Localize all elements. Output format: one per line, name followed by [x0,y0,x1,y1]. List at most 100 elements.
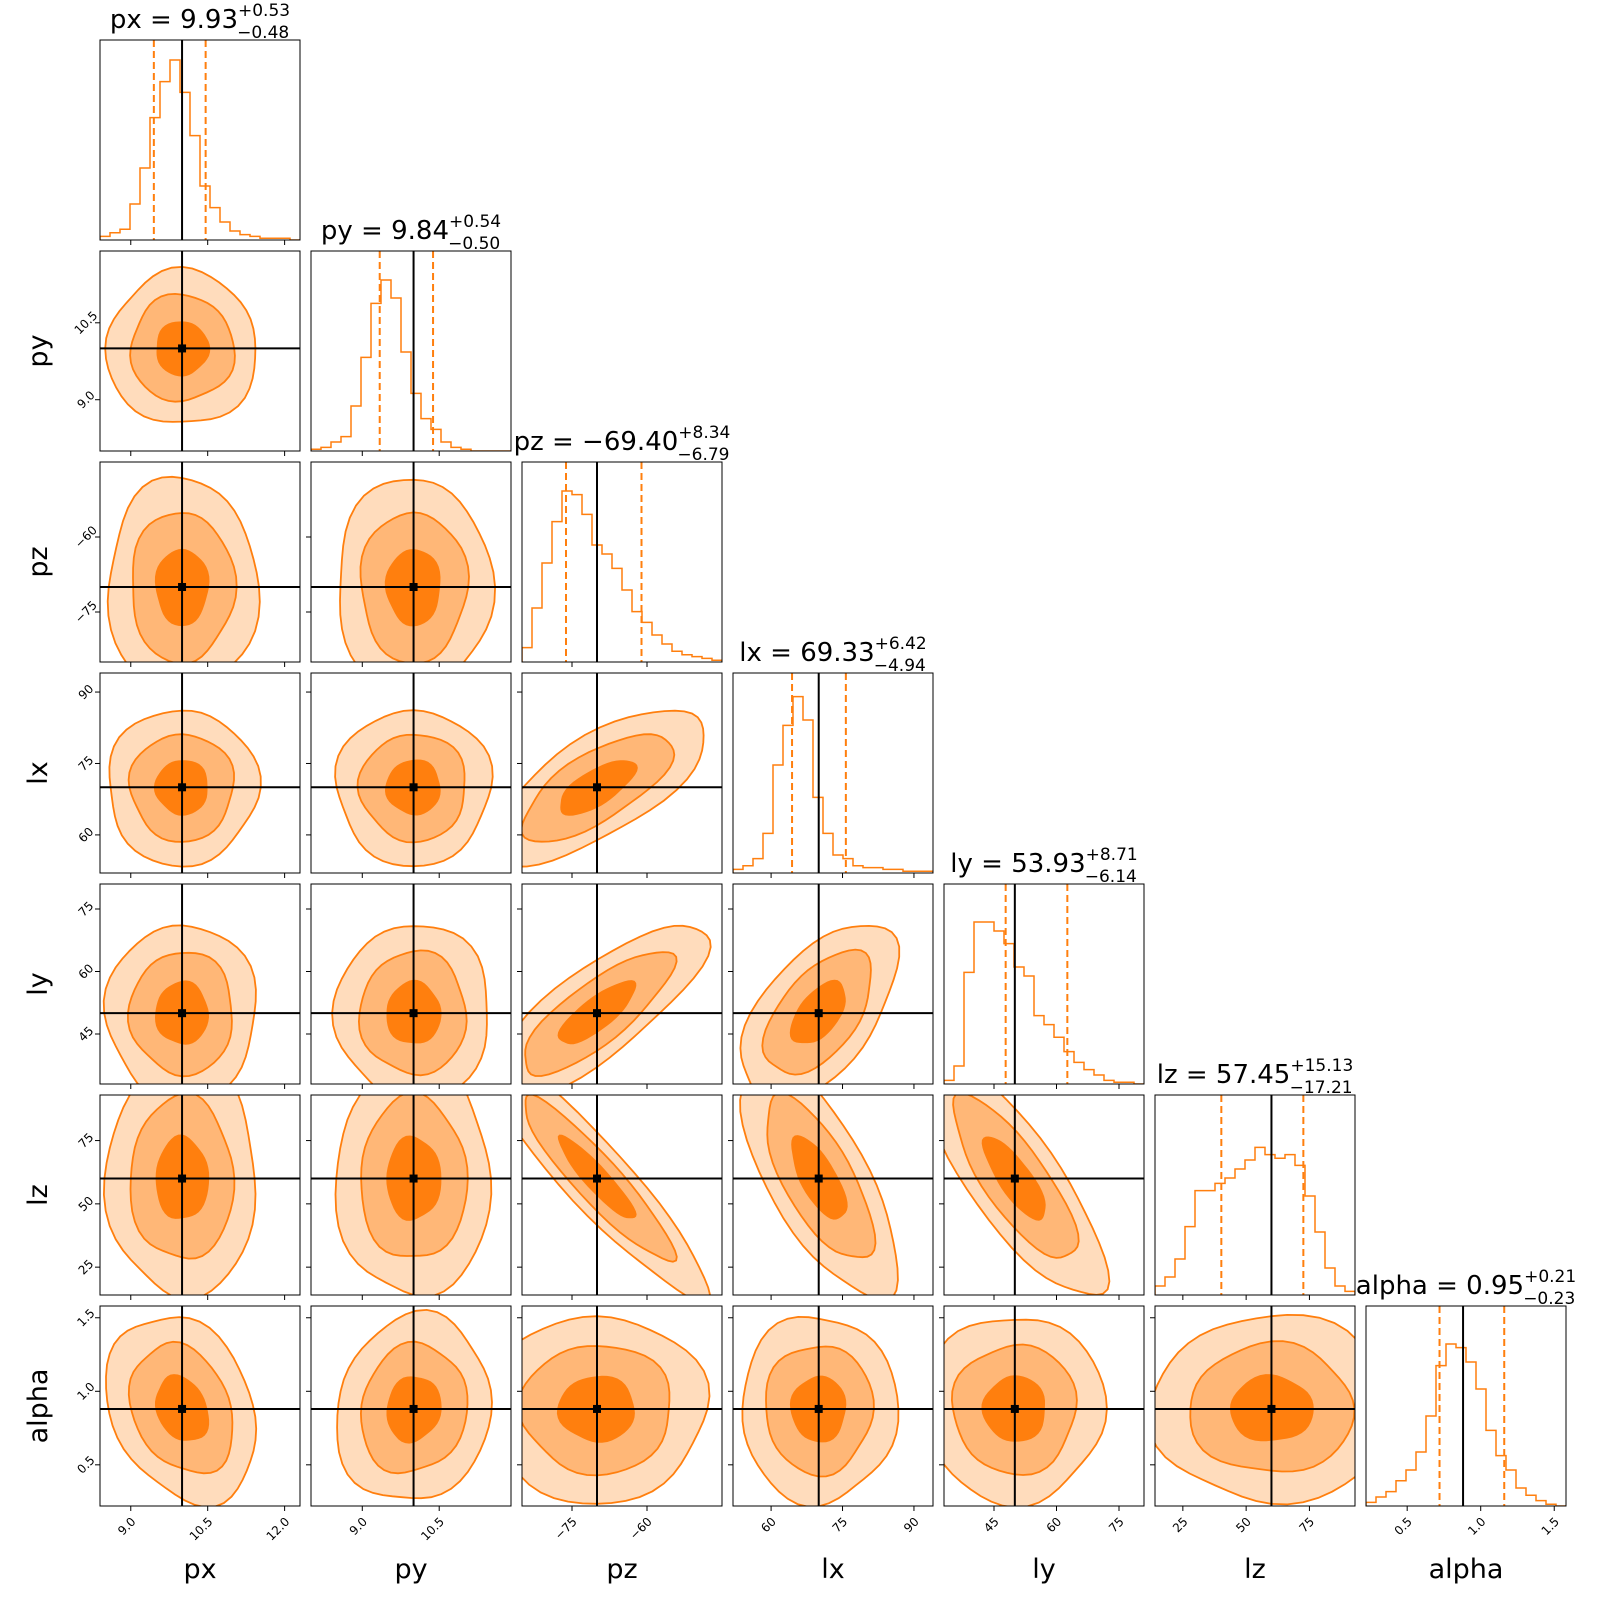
panel-frame [310,883,512,1085]
x-tick-label-px: 12.0 [264,1515,293,1544]
panel-pz-lz [517,1094,723,1300]
y-tick-label-alpha: 0.5 [74,1453,97,1476]
panel-frame [732,1094,934,1296]
panel-pz-ly [517,883,723,1089]
panel-frame [99,1305,301,1507]
x-tick-label-lx: 60 [758,1515,779,1536]
histogram-px [100,59,300,240]
y-tick-label-ly: 60 [76,961,97,982]
panel-alpha-alpha: alpha = 0.95+0.21 −0.23 0.5 1.0 1.5 [1356,1267,1576,1538]
panel-frame [732,672,934,874]
x-tick-label-lx: 90 [901,1515,922,1536]
x-tick-label-pz: −60 [627,1515,655,1543]
panel-frame [99,39,301,241]
panel-frame [99,883,301,1085]
panel-frame [99,461,301,663]
y-axis-label-lz: lz [23,1184,54,1206]
x-axis-label-alpha: alpha [1429,1554,1504,1585]
panel-frame [943,883,1145,1085]
panel-px-alpha: 9.0 10.5 12.0 0.5 1.0 1.5 [74,1305,301,1544]
y-tick-label-lx: 60 [76,825,97,846]
x-tick-label-ly: 45 [981,1515,1002,1536]
truth-marker [409,1404,418,1413]
panel-frame [732,883,934,1085]
x-axis-label-py: py [394,1554,427,1585]
x-tick-label-py: 9.0 [347,1515,370,1538]
panel-lx-lx: lx = 69.33+6.42 −4.94 [732,634,934,878]
panel-py-alpha: 9.0 10.5 [306,1305,512,1543]
y-axis-label-py: py [23,334,54,367]
truth-marker [593,783,601,792]
title-lz: lz = 57.45+15.13 −17.21 [1157,1056,1354,1098]
panel-ly-alpha: 45 60 75 [939,1305,1145,1536]
x-tick-label-lx: 75 [830,1515,851,1536]
panel-lx-ly [728,883,934,1089]
histogram-ly [944,921,1144,1084]
panel-px-lx: 60 75 90 [76,672,301,878]
panel-px-lz: 25 50 75 [76,1094,301,1300]
panel-frame [521,672,723,874]
y-axis-label-pz: pz [23,546,54,577]
x-tick-label-lz: 25 [1170,1515,1191,1536]
x-tick-label-pz: −75 [552,1515,580,1543]
histogram-lz [1155,1146,1355,1295]
x-tick-label-lz: 75 [1297,1515,1318,1536]
truth-marker [593,1174,601,1183]
x-tick-label-alpha: 1.0 [1465,1515,1488,1538]
x-axis-label-lz: lz [1244,1554,1266,1585]
y-tick-label-ly: 45 [76,1024,97,1045]
panel-frame [732,1305,934,1507]
panel-frame [99,250,301,452]
truth-marker [178,1404,187,1413]
title-alpha: alpha = 0.95+0.21 −0.23 [1356,1267,1576,1309]
panel-pz-pz: pz = −69.40+8.34 −6.79 [514,423,730,667]
x-tick-label-px: 10.5 [187,1515,216,1544]
panel-frame [310,250,512,452]
y-tick-label-alpha: 1.5 [74,1306,97,1329]
panel-lx-lz [728,1094,934,1300]
truth-marker [409,1009,418,1018]
y-tick-label-ly: 75 [76,899,97,920]
histogram-py [311,279,511,451]
y-axis-label-lx: lx [23,761,54,785]
x-tick-label-ly: 75 [1106,1515,1127,1536]
panel-py-lz [306,1094,512,1300]
panel-frame [521,883,723,1085]
histogram-lx [733,695,933,873]
panel-frame [1154,1305,1356,1507]
x-tick-label-alpha: 0.5 [1392,1515,1415,1538]
title-py: py = 9.84+0.54 −0.50 [321,212,501,254]
y-tick-label-alpha: 1.0 [74,1380,97,1403]
panel-frame [943,1305,1145,1507]
panel-frame [310,1094,512,1296]
truth-marker [1267,1404,1276,1413]
panel-frame [1154,1094,1356,1296]
y-tick-label-py: 9.0 [74,388,97,411]
panel-lz-alpha: 25 50 75 [1150,1305,1356,1536]
title-lx: lx = 69.33+6.42 −4.94 [739,634,926,676]
y-tick-label-pz: −75 [72,598,100,626]
panel-px-px: px = 9.93+0.53 −0.48 [99,1,301,245]
truth-marker [409,783,418,792]
panel-frame [943,1094,1145,1296]
panel-frame [521,1094,723,1296]
y-axis-label-ly: ly [23,972,54,996]
y-tick-label-lz: 25 [76,1257,97,1278]
truth-marker [593,1009,601,1018]
truth-marker [178,1009,187,1018]
x-tick-label-px: 9.0 [115,1515,138,1538]
panel-px-ly: 45 60 75 [76,883,301,1089]
x-axis-label-lx: lx [821,1554,845,1585]
panel-py-ly [306,883,512,1089]
y-tick-label-lz: 75 [76,1130,97,1151]
truth-marker [814,1009,823,1018]
panel-py-pz [306,461,512,667]
panel-frame [1365,1305,1567,1507]
truth-marker [178,583,187,591]
title-px: px = 9.93+0.53 −0.48 [110,1,290,43]
panel-px-py: 9.010.5 [72,250,301,456]
truth-marker [593,1404,601,1413]
panel-pz-alpha: −75 −60 [517,1305,723,1543]
panel-ly-lz [939,1094,1145,1300]
